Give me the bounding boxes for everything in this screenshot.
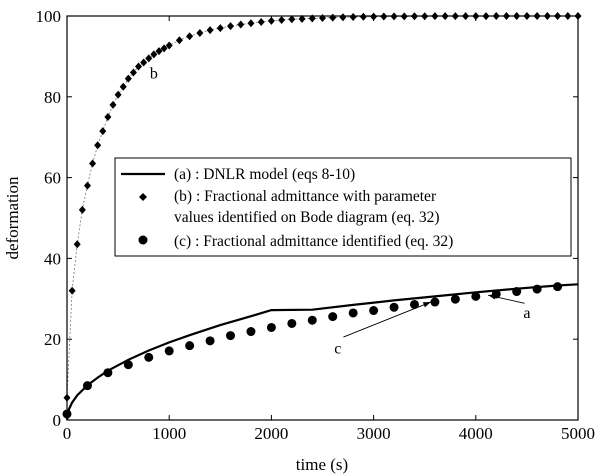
- legend-swatch-c: [138, 235, 148, 245]
- plot-frame: [66, 15, 579, 421]
- series-c-point: [450, 294, 460, 304]
- series-c-point: [226, 331, 236, 341]
- x-tick-label: 1000: [152, 424, 186, 443]
- series-c-point: [82, 381, 92, 391]
- series-c-point: [553, 282, 563, 292]
- series-c-point: [471, 291, 481, 301]
- annotations: b a c: [150, 66, 531, 358]
- series-b-point: [165, 41, 173, 50]
- series-b-point: [78, 205, 86, 214]
- y-tick-label: 60: [44, 169, 61, 188]
- series-b-point: [155, 47, 163, 56]
- series-b-point: [227, 22, 235, 31]
- annotation-a-arrowhead: [488, 294, 496, 300]
- series-c-point: [348, 308, 358, 318]
- series-b-point: [114, 90, 122, 99]
- series-b-point: [99, 127, 107, 136]
- series-c-point: [144, 352, 154, 362]
- y-tick-label: 80: [44, 88, 61, 107]
- series-c-point: [246, 327, 256, 337]
- series-b-point: [278, 16, 286, 25]
- series-c-point: [266, 322, 276, 332]
- series-b-point: [89, 159, 97, 168]
- series-b-point: [298, 14, 306, 23]
- annotation-c-arrow: [343, 301, 431, 338]
- series-b-point: [68, 286, 76, 295]
- series-c-point: [103, 368, 113, 378]
- series-b-point: [135, 62, 143, 71]
- series-b-point: [359, 12, 367, 21]
- x-axis-label: time (s): [296, 455, 348, 474]
- series-b-point: [216, 24, 224, 33]
- x-tick-label: 3000: [357, 424, 391, 443]
- series-c-point: [430, 297, 440, 307]
- legend-label-c: (c) : Fractional admittance identified (…: [174, 233, 453, 250]
- y-tick-label: 20: [44, 330, 61, 349]
- x-tick-label: 5000: [561, 424, 595, 443]
- series-b-point: [349, 13, 357, 22]
- series-b-point: [247, 19, 255, 28]
- legend-box: [114, 157, 572, 257]
- series-c-point: [328, 312, 338, 322]
- y-tick-label: 0: [53, 411, 62, 430]
- series-b-point: [257, 18, 265, 27]
- legend-label-a: (a) : DNLR model (eqs 8-10): [174, 166, 355, 183]
- series-b-point: [124, 74, 132, 83]
- series-c-point: [164, 346, 174, 356]
- series-b-point: [73, 240, 81, 249]
- series-b-point: [94, 141, 102, 150]
- x-tick-label: 0: [63, 424, 72, 443]
- series-b-point: [109, 100, 117, 109]
- series-b-point: [150, 50, 158, 59]
- series-b-point: [196, 28, 204, 37]
- series-b-point: [206, 26, 214, 35]
- series-c-point: [205, 336, 215, 346]
- series-c-point: [389, 302, 399, 312]
- series-c-point: [185, 341, 195, 351]
- series-b-point: [140, 58, 148, 67]
- y-tick-label: 40: [44, 249, 61, 268]
- series-b-point: [104, 113, 112, 121]
- series-b-point: [339, 13, 347, 22]
- annotation-a-label: a: [523, 305, 530, 322]
- axis-ticks: 0 1000 2000 3000 4000 5000 0 20 40 60 80 100: [36, 7, 596, 443]
- series-c-point: [287, 318, 297, 328]
- series-b-point: [288, 15, 296, 24]
- series-b-point: [160, 44, 168, 53]
- series-c-point: [307, 315, 317, 325]
- series-b-point: [83, 181, 91, 190]
- series-a-line: [65, 283, 579, 421]
- legend-swatch-b: [139, 193, 147, 201]
- annotation-c-arrowhead: [422, 302, 431, 308]
- series-c-point: [123, 360, 133, 370]
- annotation-c-label: c: [334, 340, 341, 357]
- series-b-point: [237, 20, 245, 29]
- series-b-point: [129, 68, 137, 77]
- series-b-point: [175, 36, 183, 45]
- legend: (a) : DNLR model (eqs 8-10) (b) : Fracti…: [114, 157, 572, 257]
- y-tick-label: 100: [36, 7, 62, 26]
- series-c-point: [409, 299, 419, 309]
- series-c-point: [369, 306, 379, 316]
- series-c-point: [532, 284, 542, 294]
- x-tick-label: 2000: [254, 424, 288, 443]
- x-tick-label: 4000: [459, 424, 493, 443]
- annotation-b-label: b: [150, 66, 158, 83]
- series-b-point: [186, 32, 194, 41]
- legend-label-b-line1: (b) : Fractional admittance with paramet…: [174, 188, 437, 205]
- series-b-point: [145, 54, 153, 63]
- legend-label-b-line2: values identified on Bode diagram (eq. 3…: [174, 209, 440, 226]
- series-b-point: [119, 82, 127, 91]
- y-axis-label: deformation: [3, 176, 22, 260]
- series-c-point: [512, 287, 522, 297]
